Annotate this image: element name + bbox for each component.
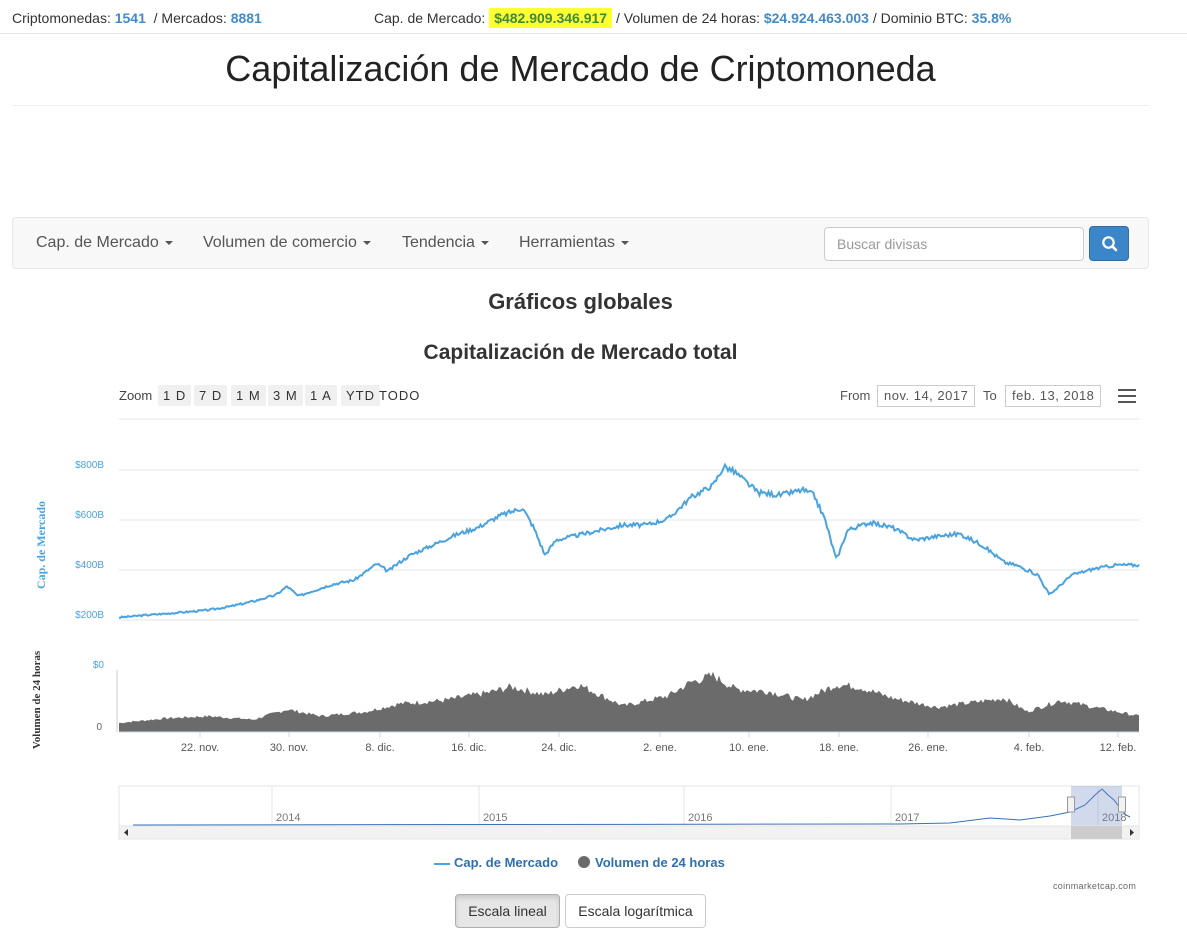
marketcap-label: Cap. de Mercado: (374, 10, 486, 26)
y-tick-label: $600B (75, 510, 104, 521)
y-axis-label: Cap. de Mercado (34, 501, 48, 589)
markets-count-link[interactable]: 8881 (230, 10, 262, 26)
x-tick-label: 24. dic. (541, 742, 576, 754)
log-scale-button[interactable]: Escala logarítmica (565, 894, 706, 928)
y-tick-label: $800B (75, 460, 104, 471)
navigator-tick-label: 2018 (1102, 812, 1126, 824)
zoom-button-1d[interactable]: 1 D (158, 385, 192, 406)
chart-title: Capitalización de Mercado total (423, 341, 738, 364)
nav-item-label: Herramientas (519, 234, 616, 251)
x-tick-label: 16. dic. (451, 742, 486, 754)
scrollbar-thumb[interactable] (1071, 826, 1122, 839)
nav-item-trade-volume[interactable]: Volumen de comercio (203, 234, 371, 252)
series-line-marketcap[interactable] (119, 462, 1140, 619)
x-tick-label: 4. feb. (1014, 742, 1045, 754)
caret-down-icon (480, 240, 489, 245)
legend-label: Cap. de Mercado (454, 855, 559, 870)
x-tick-label: 30. nov. (270, 742, 308, 754)
x-tick-label: 12. feb. (1100, 742, 1137, 754)
page-title: Capitalización de Mercado de Criptomoned… (225, 48, 936, 89)
x-tick-label: 26. ene. (908, 742, 948, 754)
btc-dominance-link[interactable]: 35.8% (971, 10, 1012, 26)
navigator-tick-label: 2014 (276, 812, 300, 824)
legend-label: Volumen de 24 horas (595, 855, 725, 870)
volume-label: / Volumen de 24 horas: (615, 10, 760, 26)
navigator-tick-label: 2016 (688, 812, 712, 824)
cryptos-label: Criptomonedas: (12, 10, 111, 26)
to-date-input[interactable]: feb. 13, 2018 (1005, 385, 1102, 407)
markets-label: / Mercados: (153, 10, 227, 26)
nav-item-marketcap[interactable]: Cap. de Mercado (36, 234, 173, 252)
y-tick-label: $200B (75, 610, 104, 621)
caret-down-icon (164, 240, 173, 245)
stats-center: Cap. de Mercado: $482.909.346.917 / Volu… (374, 8, 1012, 28)
nav-item-trending[interactable]: Tendencia (402, 234, 489, 252)
stats-left: Criptomonedas: 1541 / Mercados: 8881 (12, 10, 262, 26)
scroll-left-arrow-icon[interactable] (124, 829, 128, 836)
y-tick-label: $0 (93, 660, 105, 671)
zoom-button-7d[interactable]: 7 D (194, 385, 228, 406)
search-button[interactable] (1089, 226, 1129, 261)
nav-item-label: Cap. de Mercado (36, 234, 159, 251)
main-navbar: Cap. de Mercado Volumen de comercio Tend… (12, 217, 1149, 269)
zoom-label: Zoom (119, 388, 153, 403)
scroll-right-arrow-icon[interactable] (1130, 829, 1134, 836)
chart-menu-icon[interactable] (1118, 389, 1136, 403)
search-icon (1102, 236, 1118, 252)
volume-tick-label: 0 (96, 722, 102, 733)
series-area-volume[interactable] (119, 671, 1139, 732)
zoom-button-all[interactable]: TODO (379, 388, 421, 403)
line-legend-icon (434, 862, 450, 865)
chart-navigator[interactable]: 2014 2015 2016 2017 2018 (118, 785, 1140, 840)
caret-down-icon (621, 240, 630, 245)
marketcap-value-link[interactable]: $482.909.346.917 (489, 8, 613, 28)
x-tick-label: 10. ene. (729, 742, 769, 754)
title-divider (12, 105, 1149, 106)
marketcap-chart[interactable]: $0 $200B $400B $600B $800B Cap. de Mercado V… (0, 410, 1187, 850)
zoom-button-3m[interactable]: 3 M (268, 385, 303, 406)
cryptos-count-link[interactable]: 1541 (114, 10, 146, 26)
volume-axis-label-text: Volumen de 24 horas (31, 650, 43, 749)
from-label: From (840, 388, 871, 403)
navigator-tick-label: 2015 (483, 812, 507, 824)
linear-scale-button[interactable]: Escala lineal (455, 894, 560, 928)
chart-credit-link[interactable]: coinmarketcap.com (1053, 881, 1137, 891)
nav-item-tools[interactable]: Herramientas (519, 234, 630, 252)
navigator-scrollbar[interactable] (118, 825, 1140, 840)
nav-item-label: Volumen de comercio (203, 234, 357, 251)
navigator-selection[interactable] (1071, 786, 1122, 826)
caret-down-icon (362, 240, 371, 245)
x-tick-label: 8. dic. (365, 742, 394, 754)
btc-dominance-label: / Dominio BTC: (872, 10, 968, 26)
to-label: To (983, 388, 997, 403)
legend-item-marketcap[interactable]: Cap. de Mercado (434, 855, 558, 870)
dot-legend-icon (578, 856, 590, 868)
navigator-handle[interactable] (1067, 796, 1075, 813)
zoom-button-1a[interactable]: 1 A (305, 385, 337, 406)
global-stats-bar: Criptomonedas: 1541 / Mercados: 8881 Cap… (0, 0, 1187, 34)
zoom-button-ytd[interactable]: YTD (341, 385, 380, 406)
x-tick-label: 18. ene. (819, 742, 859, 754)
section-title: Gráficos globales (488, 289, 673, 314)
volume-axis-label: Volumen de 24 horas (31, 650, 43, 749)
x-tick-label: 22. nov. (181, 742, 219, 754)
navigator-frame (118, 785, 1140, 827)
from-date-input[interactable]: nov. 14, 2017 (877, 385, 976, 407)
search-input[interactable] (824, 227, 1084, 261)
y-tick-label: $400B (75, 560, 104, 571)
legend-item-volume[interactable]: Volumen de 24 horas (578, 855, 725, 870)
volume-value-link[interactable]: $24.924.463.003 (763, 10, 869, 26)
navigator-handle[interactable] (1118, 796, 1126, 813)
navigator-tick-label: 2017 (895, 812, 919, 824)
x-tick-label: 2. ene. (643, 742, 677, 754)
nav-item-label: Tendencia (402, 234, 475, 251)
zoom-button-1m[interactable]: 1 M (231, 385, 266, 406)
